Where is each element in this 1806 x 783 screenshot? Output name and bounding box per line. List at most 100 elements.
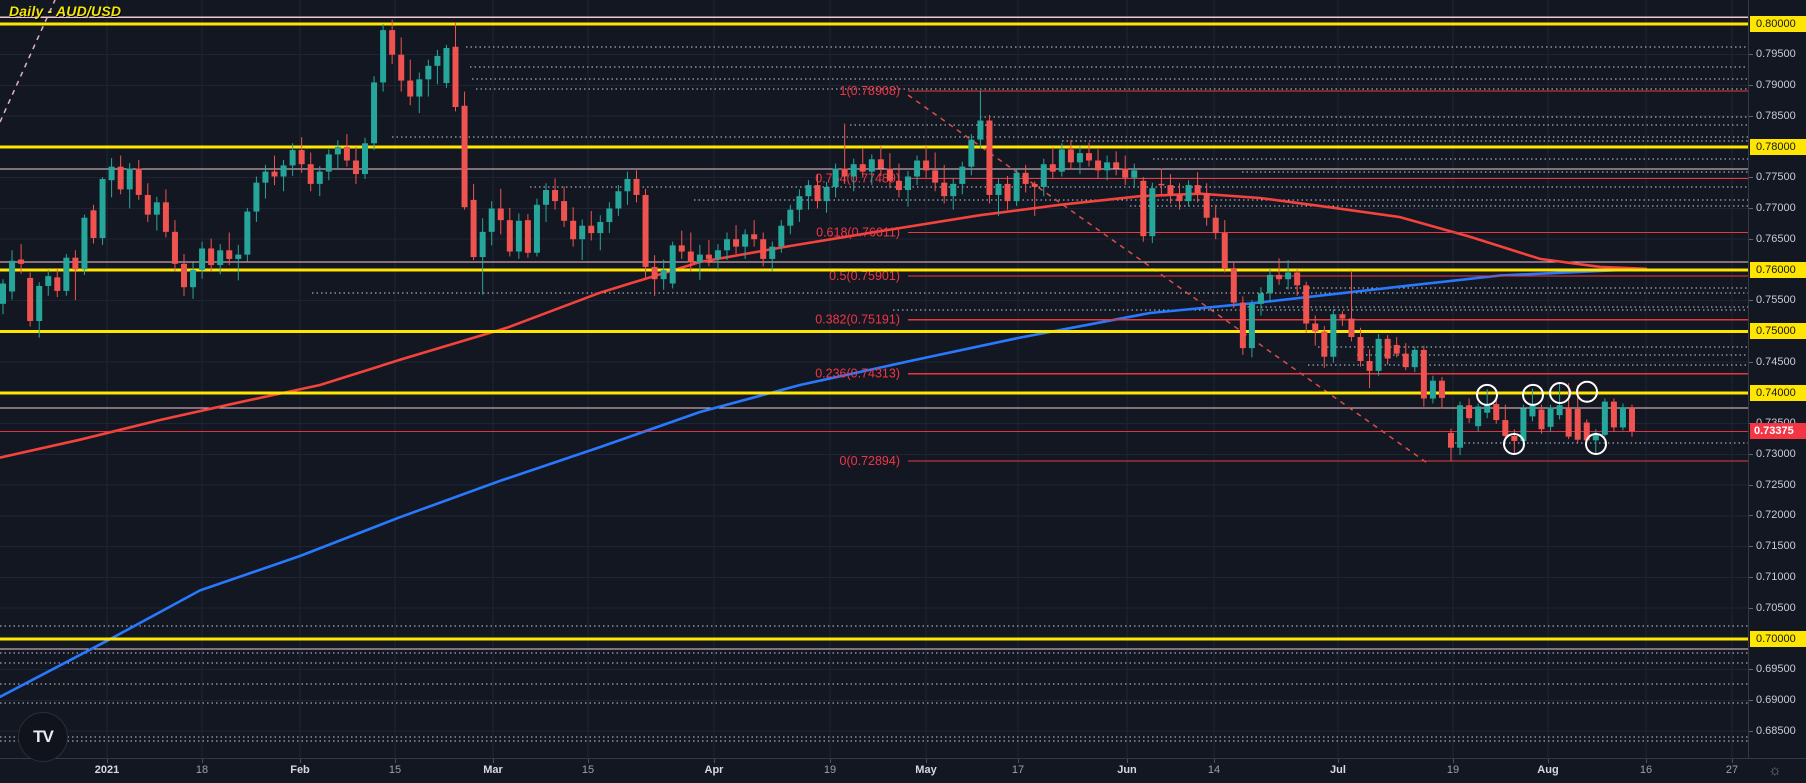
candle-body	[742, 234, 749, 247]
candle-body	[1248, 303, 1255, 349]
candle-body	[371, 82, 378, 144]
sun-icon[interactable]: ☼	[1768, 762, 1782, 779]
trendlines	[0, 0, 1431, 466]
ma-line-blue	[0, 267, 1648, 699]
candle-body	[1556, 405, 1563, 416]
candle-body	[1466, 405, 1473, 419]
candle-body	[1131, 170, 1138, 178]
candle-body	[54, 277, 61, 291]
candle-body	[352, 160, 359, 175]
price-axis-label: 0.78500	[1749, 109, 1806, 124]
time-axis-label: 2021	[94, 764, 120, 776]
time-axis[interactable]: 2021 18 Feb 15 Mar 15 Apr 19 May 17 Jun 14 Jul 19 Aug 1…	[0, 758, 1806, 783]
candle-body	[470, 199, 477, 258]
price-axis-badge-yellow: 0.78000	[1750, 138, 1806, 155]
candle-body	[1619, 407, 1626, 428]
candle-body	[606, 208, 613, 223]
time-axis-tick	[1214, 759, 1215, 763]
candle-body	[642, 194, 649, 267]
candle-body	[751, 234, 758, 240]
candle-body	[669, 245, 676, 284]
candle-body	[733, 239, 740, 247]
time-axis-label: 18	[195, 764, 209, 776]
candle-body	[597, 222, 604, 234]
time-axis-label: Jun	[1117, 764, 1137, 776]
candle-body	[579, 225, 586, 240]
candle-body	[1203, 193, 1210, 218]
candle-body	[1402, 353, 1409, 368]
price-axis-badge-yellow: 0.75000	[1750, 323, 1806, 340]
candle-body	[380, 30, 387, 83]
candle-body	[515, 220, 522, 252]
candles	[0, 19, 1635, 462]
candle-body	[289, 150, 296, 166]
candle-body	[316, 171, 323, 184]
candle-body	[1366, 361, 1373, 371]
chart-symbol-title[interactable]: Daily - AUD/USD	[9, 3, 122, 19]
candle-body	[968, 139, 975, 167]
candle-body	[941, 182, 948, 197]
candle-body	[18, 259, 25, 264]
candle-body	[217, 250, 224, 266]
candle-body	[1321, 331, 1328, 357]
price-axis-label: 0.76500	[1749, 232, 1806, 247]
candle-body	[570, 220, 577, 240]
candle-body	[153, 202, 160, 215]
candle-body	[1601, 401, 1608, 435]
candle-body	[398, 54, 405, 81]
candle-body	[307, 164, 314, 184]
candle-body	[1194, 185, 1201, 194]
candle-body	[778, 225, 785, 247]
price-axis[interactable]: 0.80000 0.79500 0.79000 0.78500 0.78000 0.775…	[1748, 0, 1806, 758]
candle-body	[1031, 183, 1038, 187]
time-axis-label: Feb	[290, 764, 310, 776]
candle-body	[832, 168, 839, 187]
time-axis-label: 19	[823, 764, 837, 776]
candle-body	[1420, 349, 1427, 399]
candle-body	[416, 79, 423, 97]
tradingview-logo[interactable]: TV	[18, 712, 68, 762]
time-axis-label: Jul	[1330, 764, 1346, 776]
time-axis-tick	[1338, 759, 1339, 763]
time-axis-label: 15	[388, 764, 402, 776]
candle-body	[1502, 420, 1509, 437]
candle-body	[524, 220, 531, 253]
marker-circles	[1476, 380, 1607, 456]
candle-body	[1067, 149, 1074, 163]
candle-body	[1457, 405, 1464, 448]
candle-body	[81, 217, 88, 270]
candle-body	[1565, 407, 1572, 437]
candle-body	[1176, 194, 1183, 202]
candle-body	[362, 143, 368, 175]
candle-body	[253, 182, 260, 212]
candle-body	[687, 251, 694, 263]
candle-body	[1629, 407, 1635, 432]
candle-body	[561, 201, 568, 221]
candle-body	[1149, 188, 1156, 237]
candle-body	[633, 178, 640, 195]
candle-body	[1520, 408, 1527, 441]
candle-body	[950, 183, 957, 197]
time-axis-tick	[714, 759, 715, 763]
candle-body	[1140, 180, 1147, 237]
candle-body	[488, 208, 495, 232]
fib-label: 0.382(0.75191)	[815, 313, 900, 327]
candle-body	[1538, 409, 1545, 430]
candle-body	[1592, 434, 1599, 441]
time-axis-tick	[300, 759, 301, 763]
price-axis-label: 0.69500	[1749, 662, 1806, 677]
candle-body	[552, 190, 559, 202]
time-axis-label: 17	[1011, 764, 1025, 776]
candle-body	[434, 55, 441, 66]
candle-body	[1348, 318, 1355, 338]
candle-body	[1221, 233, 1228, 269]
candle-body	[841, 168, 848, 177]
candle-body	[914, 160, 921, 177]
candle-body	[45, 276, 52, 286]
candle-body	[1013, 172, 1020, 202]
time-axis-tick	[202, 759, 203, 763]
candle-body	[244, 211, 251, 255]
candle-body	[443, 47, 450, 84]
